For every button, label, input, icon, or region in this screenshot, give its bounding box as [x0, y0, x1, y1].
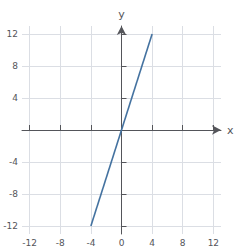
svg-text:-4: -4	[86, 238, 95, 248]
svg-text:12: 12	[7, 29, 18, 39]
svg-text:-12: -12	[22, 238, 37, 248]
svg-text:x: x	[227, 124, 234, 137]
svg-text:4: 4	[149, 238, 155, 248]
svg-text:8: 8	[12, 61, 18, 71]
svg-text:-12: -12	[3, 221, 18, 231]
svg-text:-8: -8	[56, 238, 65, 248]
svg-text:0: 0	[119, 238, 125, 248]
svg-text:y: y	[118, 8, 125, 21]
svg-text:8: 8	[180, 238, 186, 248]
svg-text:-4: -4	[9, 157, 18, 167]
svg-text:12: 12	[208, 238, 219, 248]
svg-text:-8: -8	[9, 189, 18, 199]
svg-text:4: 4	[12, 93, 18, 103]
